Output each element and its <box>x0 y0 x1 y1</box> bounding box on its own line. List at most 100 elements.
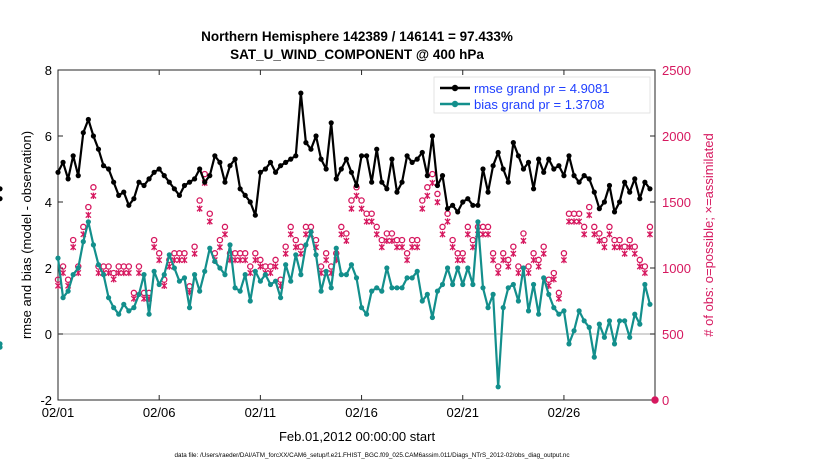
bias-point <box>70 272 76 278</box>
bias-point <box>515 298 521 304</box>
obs-possible-marker <box>449 236 456 244</box>
obs-possible-marker <box>520 230 527 237</box>
obs-assimilated-marker <box>646 231 654 238</box>
obs-assimilated-marker <box>429 179 436 187</box>
obs-possible-marker <box>489 250 497 257</box>
rmse-point <box>141 182 147 189</box>
obs-possible-marker <box>358 197 365 204</box>
obs-possible-marker <box>419 197 426 204</box>
rmse-point <box>252 212 258 218</box>
bias-point <box>298 272 304 278</box>
obs-assimilated-marker <box>181 256 188 264</box>
x-axis-ticks: 02/01 02/06 02/11 02/16 02/21 02/26 <box>42 70 580 420</box>
obs-assimilated-marker <box>156 256 163 264</box>
bias-point <box>556 311 562 317</box>
obs-possible-marker <box>135 263 143 270</box>
obs-assimilated-marker <box>135 269 143 277</box>
bias-point <box>576 308 582 314</box>
obs-assimilated-marker <box>540 250 547 257</box>
rmse-point <box>90 133 97 139</box>
rmse-point <box>520 166 527 172</box>
bias-point <box>338 272 344 278</box>
bias-point <box>404 275 410 281</box>
rmse-point <box>65 176 71 182</box>
y-tick-label: -2 <box>40 393 52 408</box>
rmse-point <box>323 166 329 172</box>
y2-tick-label: 1500 <box>662 195 691 210</box>
rmse-point <box>429 133 435 139</box>
rmse-point <box>272 169 279 175</box>
bias-point <box>369 288 375 294</box>
obs-possible-marker <box>424 184 431 191</box>
rmse-point <box>278 163 284 169</box>
obs-possible-marker <box>388 230 396 237</box>
x-tick-label: 02/01 <box>42 405 75 420</box>
bias-point <box>384 265 390 271</box>
obs-possible-marker <box>560 250 568 257</box>
bias-point <box>232 285 238 291</box>
legend-box <box>433 76 651 114</box>
bias-point <box>161 272 167 278</box>
rmse-point <box>237 186 243 192</box>
obs-possible-marker <box>429 170 436 178</box>
obs-assimilated-marker <box>409 244 416 251</box>
obs-possible-marker <box>580 223 588 231</box>
rmse-point <box>100 163 107 169</box>
rmse-point <box>379 179 385 185</box>
y2-axis-label: # of obs: o=possible; ×=assimilated <box>701 133 716 336</box>
bias-point <box>181 275 188 281</box>
rmse-point <box>222 179 228 185</box>
obs-assimilated-marker <box>302 231 309 238</box>
bias-point <box>136 291 142 297</box>
rmse-point <box>358 153 365 159</box>
rmse-point <box>637 196 643 202</box>
bias-point <box>55 255 61 261</box>
rmse-point <box>369 179 375 185</box>
rmse-point <box>530 186 537 192</box>
bias-point <box>455 265 461 271</box>
obs-assimilated-marker <box>469 244 476 251</box>
obs-possible-marker <box>373 223 380 231</box>
obs-possible-marker <box>90 184 97 191</box>
bias-point <box>217 265 223 271</box>
rmse-point <box>55 169 61 175</box>
obs-assimilated-marker <box>176 256 183 264</box>
obs-assimilated-marker <box>70 244 77 251</box>
rmse-point <box>343 156 349 162</box>
bias-point <box>460 281 466 288</box>
obs-possible-marker <box>287 223 294 231</box>
bias-point <box>166 252 172 258</box>
obs-possible-marker <box>297 243 305 250</box>
rmse-point <box>505 179 511 185</box>
obs-assimilated-marker <box>272 263 279 270</box>
obs-assimilated-marker <box>570 218 578 225</box>
rmse-point <box>632 176 638 182</box>
rmse-point <box>374 146 380 152</box>
rmse-point <box>525 159 532 165</box>
rmse-point <box>181 182 188 189</box>
bias-point <box>627 334 633 340</box>
obs-assimilated-marker <box>297 250 304 257</box>
obs-possible-marker <box>241 250 249 257</box>
bias-point <box>348 262 355 268</box>
obs-possible-marker <box>343 230 350 237</box>
bias-point <box>111 305 117 311</box>
obs-assimilated-marker <box>444 218 451 225</box>
obs-assimilated-marker <box>398 244 406 251</box>
obs-possible-marker <box>105 263 112 270</box>
bias-point <box>434 288 441 294</box>
rmse-point <box>500 166 506 172</box>
obs-assimilated-marker <box>439 231 446 238</box>
rmse-point <box>131 196 137 202</box>
rmse-point <box>146 176 152 182</box>
bias-point <box>242 272 248 278</box>
obs-assimilated-marker <box>267 269 274 277</box>
obs-possible-marker <box>196 197 203 204</box>
rmse-point <box>601 199 608 205</box>
bias-point <box>444 265 451 271</box>
rmse-point <box>561 173 567 179</box>
obs-assimilated-marker <box>393 244 401 251</box>
obs-assimilated-marker <box>54 282 62 289</box>
obs-possible-marker <box>525 263 532 270</box>
obs-assimilated-marker <box>343 237 350 244</box>
